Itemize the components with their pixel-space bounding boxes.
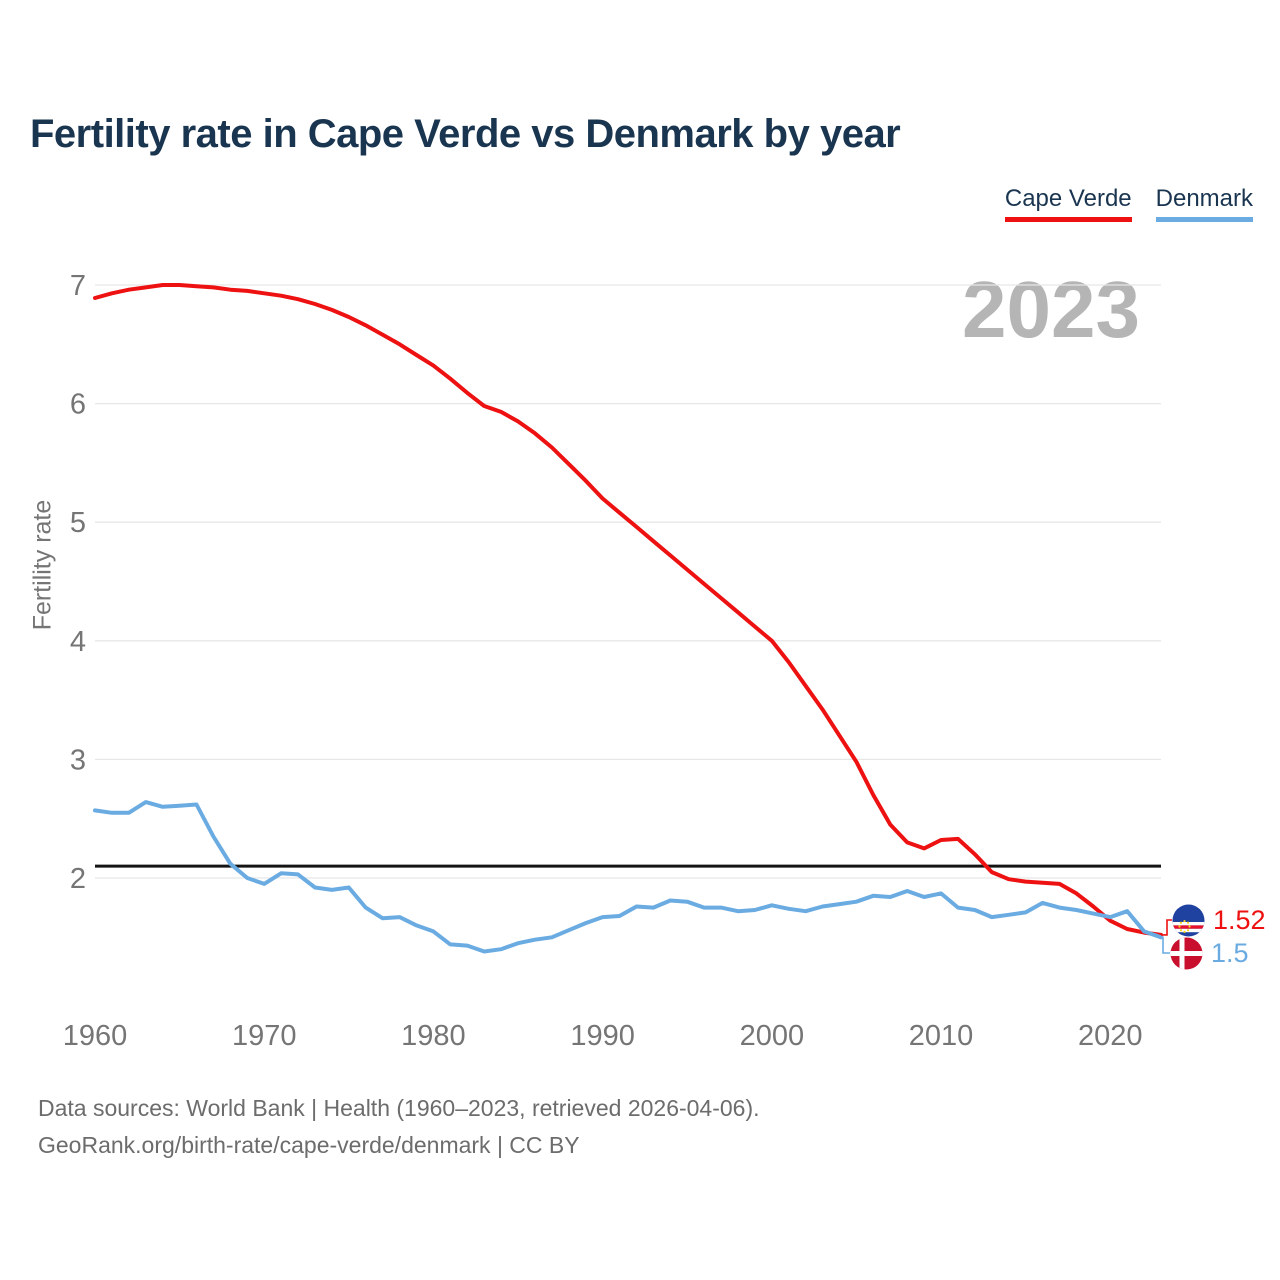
end-label-denmark: 1.5 (1170, 937, 1249, 970)
x-tick-label: 2020 (1078, 1020, 1143, 1052)
footer-attribution: GeoRank.org/birth-rate/cape-verde/denmar… (38, 1132, 580, 1159)
footer: Data sources: World Bank | Health (1960–… (38, 1090, 760, 1165)
cape-verde-flag-icon (1172, 904, 1205, 937)
x-tick-label: 2000 (740, 1020, 805, 1052)
y-tick-label: 2 (70, 863, 86, 895)
page-title: Fertility rate in Cape Verde vs Denmark … (30, 112, 901, 156)
connector-denmark (1161, 936, 1170, 954)
series-line-denmark (93, 800, 1163, 954)
denmark-flag-icon (1170, 937, 1203, 970)
watermark-year: 2023 (962, 265, 1140, 354)
y-tick-label: 7 (70, 270, 86, 302)
end-value-cape-verde: 1.52 (1213, 905, 1266, 935)
legend-item-denmark[interactable]: Denmark (1155, 185, 1253, 223)
x-tick-label: 1980 (401, 1020, 466, 1052)
y-tick-label: 3 (70, 744, 86, 776)
x-tick-label: 1970 (232, 1020, 297, 1052)
series-line-cape-verde (93, 283, 1163, 937)
y-tick-label: 5 (70, 507, 86, 539)
x-tick-label: 1990 (570, 1020, 635, 1052)
end-label-cape-verde: 1.52 (1172, 904, 1266, 937)
x-tick-label: 2010 (909, 1020, 974, 1052)
connector-cape-verde (1161, 919, 1172, 936)
legend: Cape Verde Denmark (1004, 185, 1253, 223)
end-value-denmark: 1.5 (1211, 938, 1249, 968)
y-tick-label: 4 (70, 626, 86, 658)
footer-sources: Data sources: World Bank | Health (1960–… (38, 1095, 760, 1121)
legend-item-cape-verde[interactable]: Cape Verde (1004, 185, 1132, 223)
y-tick-label: 6 (70, 389, 86, 421)
x-tick-label: 1960 (63, 1020, 128, 1052)
